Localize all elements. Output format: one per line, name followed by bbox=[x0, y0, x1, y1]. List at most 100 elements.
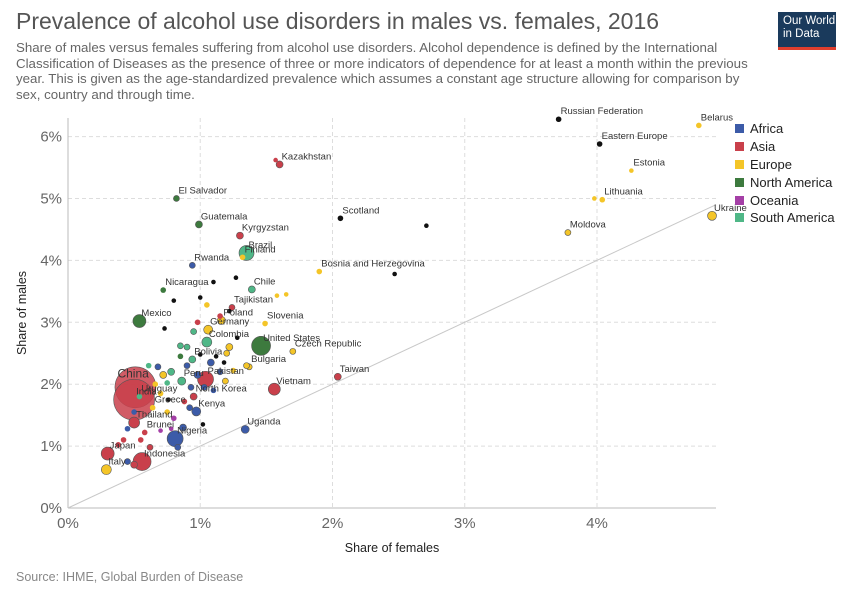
data-point[interactable] bbox=[188, 355, 197, 364]
data-point[interactable] bbox=[137, 437, 144, 443]
data-point[interactable] bbox=[629, 168, 634, 173]
data-point[interactable] bbox=[424, 223, 429, 229]
data-point[interactable] bbox=[120, 437, 127, 443]
legend-item[interactable]: North America bbox=[735, 173, 835, 191]
data-point[interactable] bbox=[217, 313, 223, 319]
data-point[interactable] bbox=[154, 363, 162, 371]
data-point[interactable] bbox=[230, 367, 237, 374]
data-point[interactable] bbox=[177, 376, 187, 386]
data-point[interactable] bbox=[132, 314, 147, 328]
data-point[interactable] bbox=[186, 404, 193, 412]
data-point[interactable] bbox=[223, 349, 230, 357]
data-point[interactable] bbox=[183, 362, 191, 369]
data-point[interactable] bbox=[115, 442, 122, 448]
data-point[interactable] bbox=[193, 371, 202, 379]
data-point[interactable] bbox=[262, 320, 268, 327]
data-point[interactable] bbox=[392, 271, 397, 277]
data-point[interactable] bbox=[194, 319, 201, 326]
data-point[interactable] bbox=[233, 275, 239, 281]
owid-logo[interactable]: Our World in Data bbox=[778, 12, 836, 50]
data-point[interactable] bbox=[131, 409, 137, 415]
data-point[interactable] bbox=[555, 116, 562, 123]
data-point[interactable] bbox=[221, 360, 227, 365]
data-point[interactable] bbox=[203, 324, 213, 335]
data-point[interactable] bbox=[145, 362, 152, 369]
data-point[interactable] bbox=[130, 460, 138, 469]
data-point[interactable] bbox=[599, 196, 606, 203]
data-point[interactable] bbox=[189, 262, 196, 269]
data-point[interactable] bbox=[696, 122, 702, 129]
data-point[interactable] bbox=[136, 393, 143, 400]
data-point[interactable] bbox=[195, 220, 203, 229]
data-point[interactable] bbox=[164, 380, 170, 386]
data-point[interactable] bbox=[207, 358, 215, 367]
data-point[interactable] bbox=[181, 398, 188, 405]
data-point[interactable] bbox=[191, 406, 202, 417]
data-point[interactable] bbox=[166, 397, 171, 402]
data-point[interactable] bbox=[228, 304, 236, 311]
data-point[interactable] bbox=[204, 302, 210, 308]
data-point[interactable] bbox=[200, 422, 206, 427]
data-point[interactable] bbox=[596, 141, 603, 147]
data-point[interactable] bbox=[333, 372, 342, 381]
data-point[interactable] bbox=[164, 409, 170, 415]
data-point[interactable] bbox=[211, 279, 216, 285]
data-point[interactable] bbox=[240, 425, 250, 434]
data-point[interactable] bbox=[707, 211, 717, 221]
data-point[interactable] bbox=[158, 428, 163, 433]
data-point[interactable] bbox=[201, 336, 213, 348]
data-point[interactable] bbox=[174, 444, 182, 451]
data-point[interactable] bbox=[275, 160, 284, 169]
legend-item[interactable]: Oceania bbox=[735, 191, 835, 209]
data-point[interactable] bbox=[190, 328, 197, 335]
data-point[interactable] bbox=[177, 353, 184, 360]
data-point[interactable] bbox=[236, 231, 244, 240]
data-point[interactable] bbox=[251, 336, 271, 356]
data-point[interactable] bbox=[149, 404, 156, 411]
data-point[interactable] bbox=[216, 368, 224, 376]
data-point[interactable] bbox=[283, 292, 289, 297]
data-point[interactable] bbox=[162, 326, 167, 331]
data-point[interactable] bbox=[157, 390, 164, 397]
data-point[interactable] bbox=[268, 382, 281, 396]
data-point[interactable] bbox=[177, 342, 184, 350]
data-point[interactable] bbox=[200, 383, 208, 391]
data-point[interactable] bbox=[187, 383, 195, 391]
data-point[interactable] bbox=[101, 464, 112, 475]
data-point[interactable] bbox=[189, 392, 198, 401]
data-point[interactable] bbox=[128, 416, 140, 429]
data-point[interactable] bbox=[210, 387, 217, 394]
data-point[interactable] bbox=[239, 254, 246, 261]
data-point[interactable] bbox=[183, 343, 191, 351]
data-point[interactable] bbox=[168, 426, 174, 432]
data-point[interactable] bbox=[124, 425, 131, 432]
data-point[interactable] bbox=[564, 229, 572, 236]
legend-item[interactable]: Africa bbox=[735, 120, 835, 138]
data-point[interactable] bbox=[248, 285, 256, 294]
legend-item[interactable]: Asia bbox=[735, 138, 835, 156]
data-point[interactable] bbox=[152, 381, 159, 387]
data-point[interactable] bbox=[243, 362, 250, 369]
data-point[interactable] bbox=[173, 195, 180, 202]
data-point[interactable] bbox=[124, 458, 131, 465]
data-point[interactable] bbox=[170, 415, 177, 422]
data-point[interactable] bbox=[171, 298, 177, 303]
data-point[interactable] bbox=[337, 215, 344, 222]
data-point[interactable] bbox=[234, 335, 240, 341]
data-point[interactable] bbox=[100, 446, 115, 461]
legend-item[interactable]: Europe bbox=[735, 156, 835, 174]
data-point[interactable] bbox=[289, 348, 297, 355]
legend-item[interactable]: South America bbox=[735, 209, 835, 227]
data-point[interactable] bbox=[222, 377, 229, 385]
data-point[interactable] bbox=[197, 295, 203, 300]
data-point[interactable] bbox=[197, 352, 203, 357]
data-point[interactable] bbox=[316, 268, 323, 275]
data-point[interactable] bbox=[213, 354, 219, 359]
data-point[interactable] bbox=[179, 423, 187, 432]
data-point[interactable] bbox=[167, 368, 175, 376]
data-point[interactable] bbox=[274, 293, 280, 298]
data-point[interactable] bbox=[160, 287, 167, 293]
data-point[interactable] bbox=[225, 343, 234, 351]
data-point[interactable] bbox=[146, 444, 154, 451]
data-point[interactable] bbox=[592, 196, 597, 201]
